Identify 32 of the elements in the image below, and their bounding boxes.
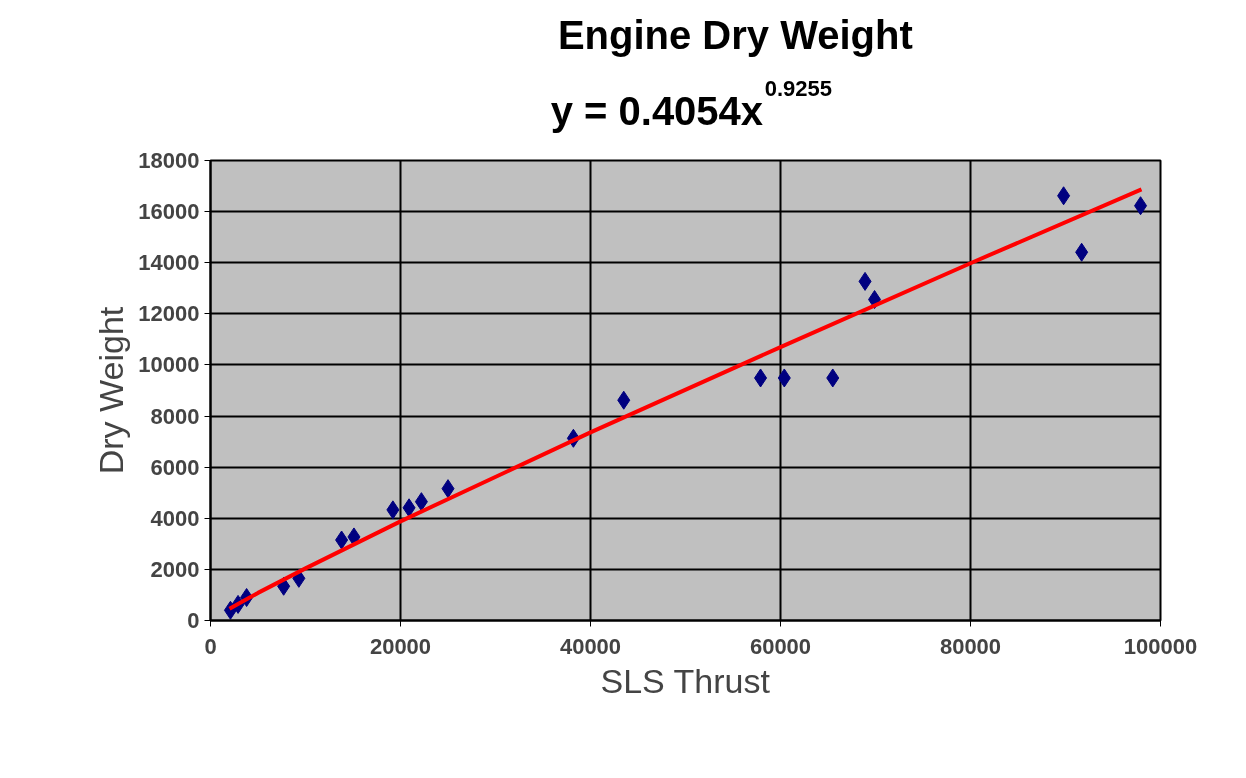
y-tick-label: 16000 (138, 199, 200, 225)
point (386, 500, 400, 520)
x-tick-label: 40000 (559, 633, 622, 659)
y-tick-label: 14000 (138, 250, 200, 276)
x-tick-label: 60000 (749, 633, 812, 659)
x-axis-title: SLS Thrust (600, 661, 771, 700)
point (335, 530, 349, 550)
chart-title: Engine Dry Weight (557, 12, 913, 57)
x-tick-label: 0 (204, 633, 217, 659)
y-tick-label: 8000 (150, 403, 200, 429)
point (441, 479, 455, 499)
point (414, 492, 428, 512)
point (402, 498, 416, 518)
point (858, 271, 872, 291)
x-tick-label: 20000 (369, 633, 432, 659)
point (1075, 242, 1089, 262)
y-tick-label: 2000 (150, 556, 200, 582)
point (1057, 186, 1071, 206)
point (617, 390, 631, 410)
y-tick-label: 12000 (138, 301, 200, 327)
point (777, 368, 791, 388)
y-tick-label: 0 (187, 608, 200, 633)
y-tick-label: 6000 (150, 454, 200, 480)
x-tick-label: 80000 (939, 633, 1002, 659)
y-tick-label: 4000 (150, 505, 200, 531)
point (1134, 196, 1148, 216)
point (826, 368, 840, 388)
point (754, 368, 768, 388)
y-tick-label: 18000 (138, 148, 200, 173)
x-tick-label: 100000 (1123, 633, 1198, 659)
y-axis-title: Dry Weight (92, 306, 131, 475)
y-tick-label: 10000 (138, 352, 200, 378)
